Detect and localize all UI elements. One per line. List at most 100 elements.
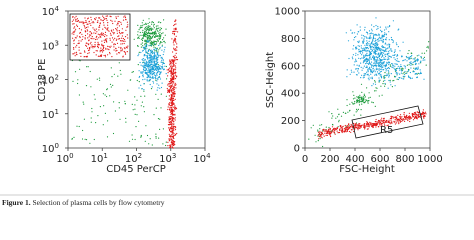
event-dot bbox=[385, 26, 387, 28]
event-dot bbox=[400, 64, 402, 66]
event-dot bbox=[140, 136, 142, 138]
event-dot bbox=[372, 125, 374, 127]
y-axis-label: CD38 PE bbox=[37, 59, 48, 102]
event-dot bbox=[157, 64, 159, 66]
event-dot bbox=[152, 56, 154, 58]
event-dot bbox=[400, 118, 402, 120]
event-dot bbox=[76, 125, 78, 127]
event-dot bbox=[397, 78, 400, 81]
event-dot bbox=[173, 81, 175, 83]
event-dot bbox=[403, 71, 405, 74]
event-dot bbox=[364, 55, 366, 57]
event-dot bbox=[109, 95, 111, 97]
event-dot bbox=[415, 111, 417, 113]
event-dot bbox=[380, 68, 382, 70]
event-dot bbox=[356, 99, 358, 101]
event-dot bbox=[409, 118, 411, 120]
event-dot bbox=[392, 41, 394, 44]
event-dot bbox=[170, 131, 172, 133]
event-dot bbox=[169, 130, 171, 132]
event-dot bbox=[363, 97, 365, 99]
event-dot bbox=[140, 105, 142, 107]
event-dot bbox=[107, 24, 109, 26]
event-dot bbox=[140, 71, 142, 73]
event-dot bbox=[377, 43, 379, 45]
event-dot bbox=[74, 52, 76, 54]
event-dot bbox=[148, 67, 150, 69]
event-dot bbox=[167, 75, 169, 77]
event-dot bbox=[388, 71, 390, 73]
event-dot bbox=[381, 46, 384, 48]
event-dot bbox=[383, 29, 386, 31]
event-dot bbox=[364, 126, 366, 128]
event-dot bbox=[173, 28, 175, 30]
event-dot bbox=[132, 109, 134, 111]
event-dot bbox=[168, 116, 170, 118]
event-dot bbox=[360, 62, 362, 64]
event-dot bbox=[112, 22, 114, 25]
event-dot bbox=[382, 121, 384, 123]
event-dot bbox=[408, 58, 410, 60]
event-dot bbox=[323, 135, 325, 137]
event-dot bbox=[160, 107, 162, 109]
event-dot bbox=[149, 25, 151, 27]
event-dot bbox=[91, 22, 93, 24]
event-dot bbox=[347, 40, 350, 42]
event-dot bbox=[151, 67, 153, 69]
event-dot bbox=[149, 60, 151, 62]
event-dot bbox=[369, 124, 371, 126]
event-dot bbox=[319, 136, 322, 138]
event-dot bbox=[391, 116, 393, 118]
event-dot bbox=[109, 53, 111, 55]
event-dot bbox=[81, 138, 84, 140]
event-dot bbox=[346, 130, 349, 132]
event-dot bbox=[173, 99, 175, 102]
event-dot bbox=[148, 143, 150, 145]
event-dot bbox=[106, 15, 108, 17]
event-dot bbox=[124, 51, 126, 53]
event-dot bbox=[148, 70, 150, 72]
event-dot bbox=[172, 147, 174, 149]
event-dot bbox=[172, 62, 174, 64]
event-dot bbox=[361, 103, 363, 105]
event-dot bbox=[152, 57, 154, 60]
event-dot bbox=[89, 43, 91, 45]
event-dot bbox=[399, 116, 401, 118]
event-dot bbox=[72, 16, 74, 18]
event-dot bbox=[375, 126, 377, 128]
event-dot bbox=[152, 82, 155, 84]
event-dot bbox=[175, 23, 177, 25]
event-dot bbox=[105, 39, 107, 41]
event-dot bbox=[392, 80, 394, 82]
event-dot bbox=[144, 60, 146, 62]
event-dot bbox=[172, 42, 174, 44]
event-dot bbox=[406, 56, 408, 58]
event-dot bbox=[365, 73, 367, 75]
event-dot bbox=[119, 52, 121, 54]
event-dot bbox=[394, 85, 396, 87]
event-dot bbox=[356, 108, 358, 110]
event-dot bbox=[369, 58, 371, 60]
event-dot bbox=[101, 40, 103, 42]
event-dot bbox=[396, 58, 398, 60]
event-dot bbox=[359, 126, 361, 128]
event-dot bbox=[103, 44, 105, 47]
event-dot bbox=[124, 52, 127, 54]
event-dot bbox=[168, 121, 170, 123]
event-dot bbox=[83, 118, 85, 120]
event-dot bbox=[369, 38, 371, 40]
event-dot bbox=[94, 44, 96, 46]
event-dot bbox=[358, 104, 361, 106]
event-dot bbox=[369, 33, 371, 35]
event-dot bbox=[118, 52, 120, 54]
event-dot bbox=[175, 27, 177, 29]
event-dot bbox=[143, 65, 145, 67]
x-tick-label: 600 bbox=[370, 154, 389, 165]
event-dot bbox=[139, 31, 141, 34]
event-dot bbox=[153, 52, 155, 54]
event-dot bbox=[113, 73, 115, 75]
event-dot bbox=[397, 67, 399, 69]
event-dot bbox=[171, 95, 173, 97]
event-dot bbox=[397, 72, 399, 74]
event-dot bbox=[138, 37, 140, 39]
